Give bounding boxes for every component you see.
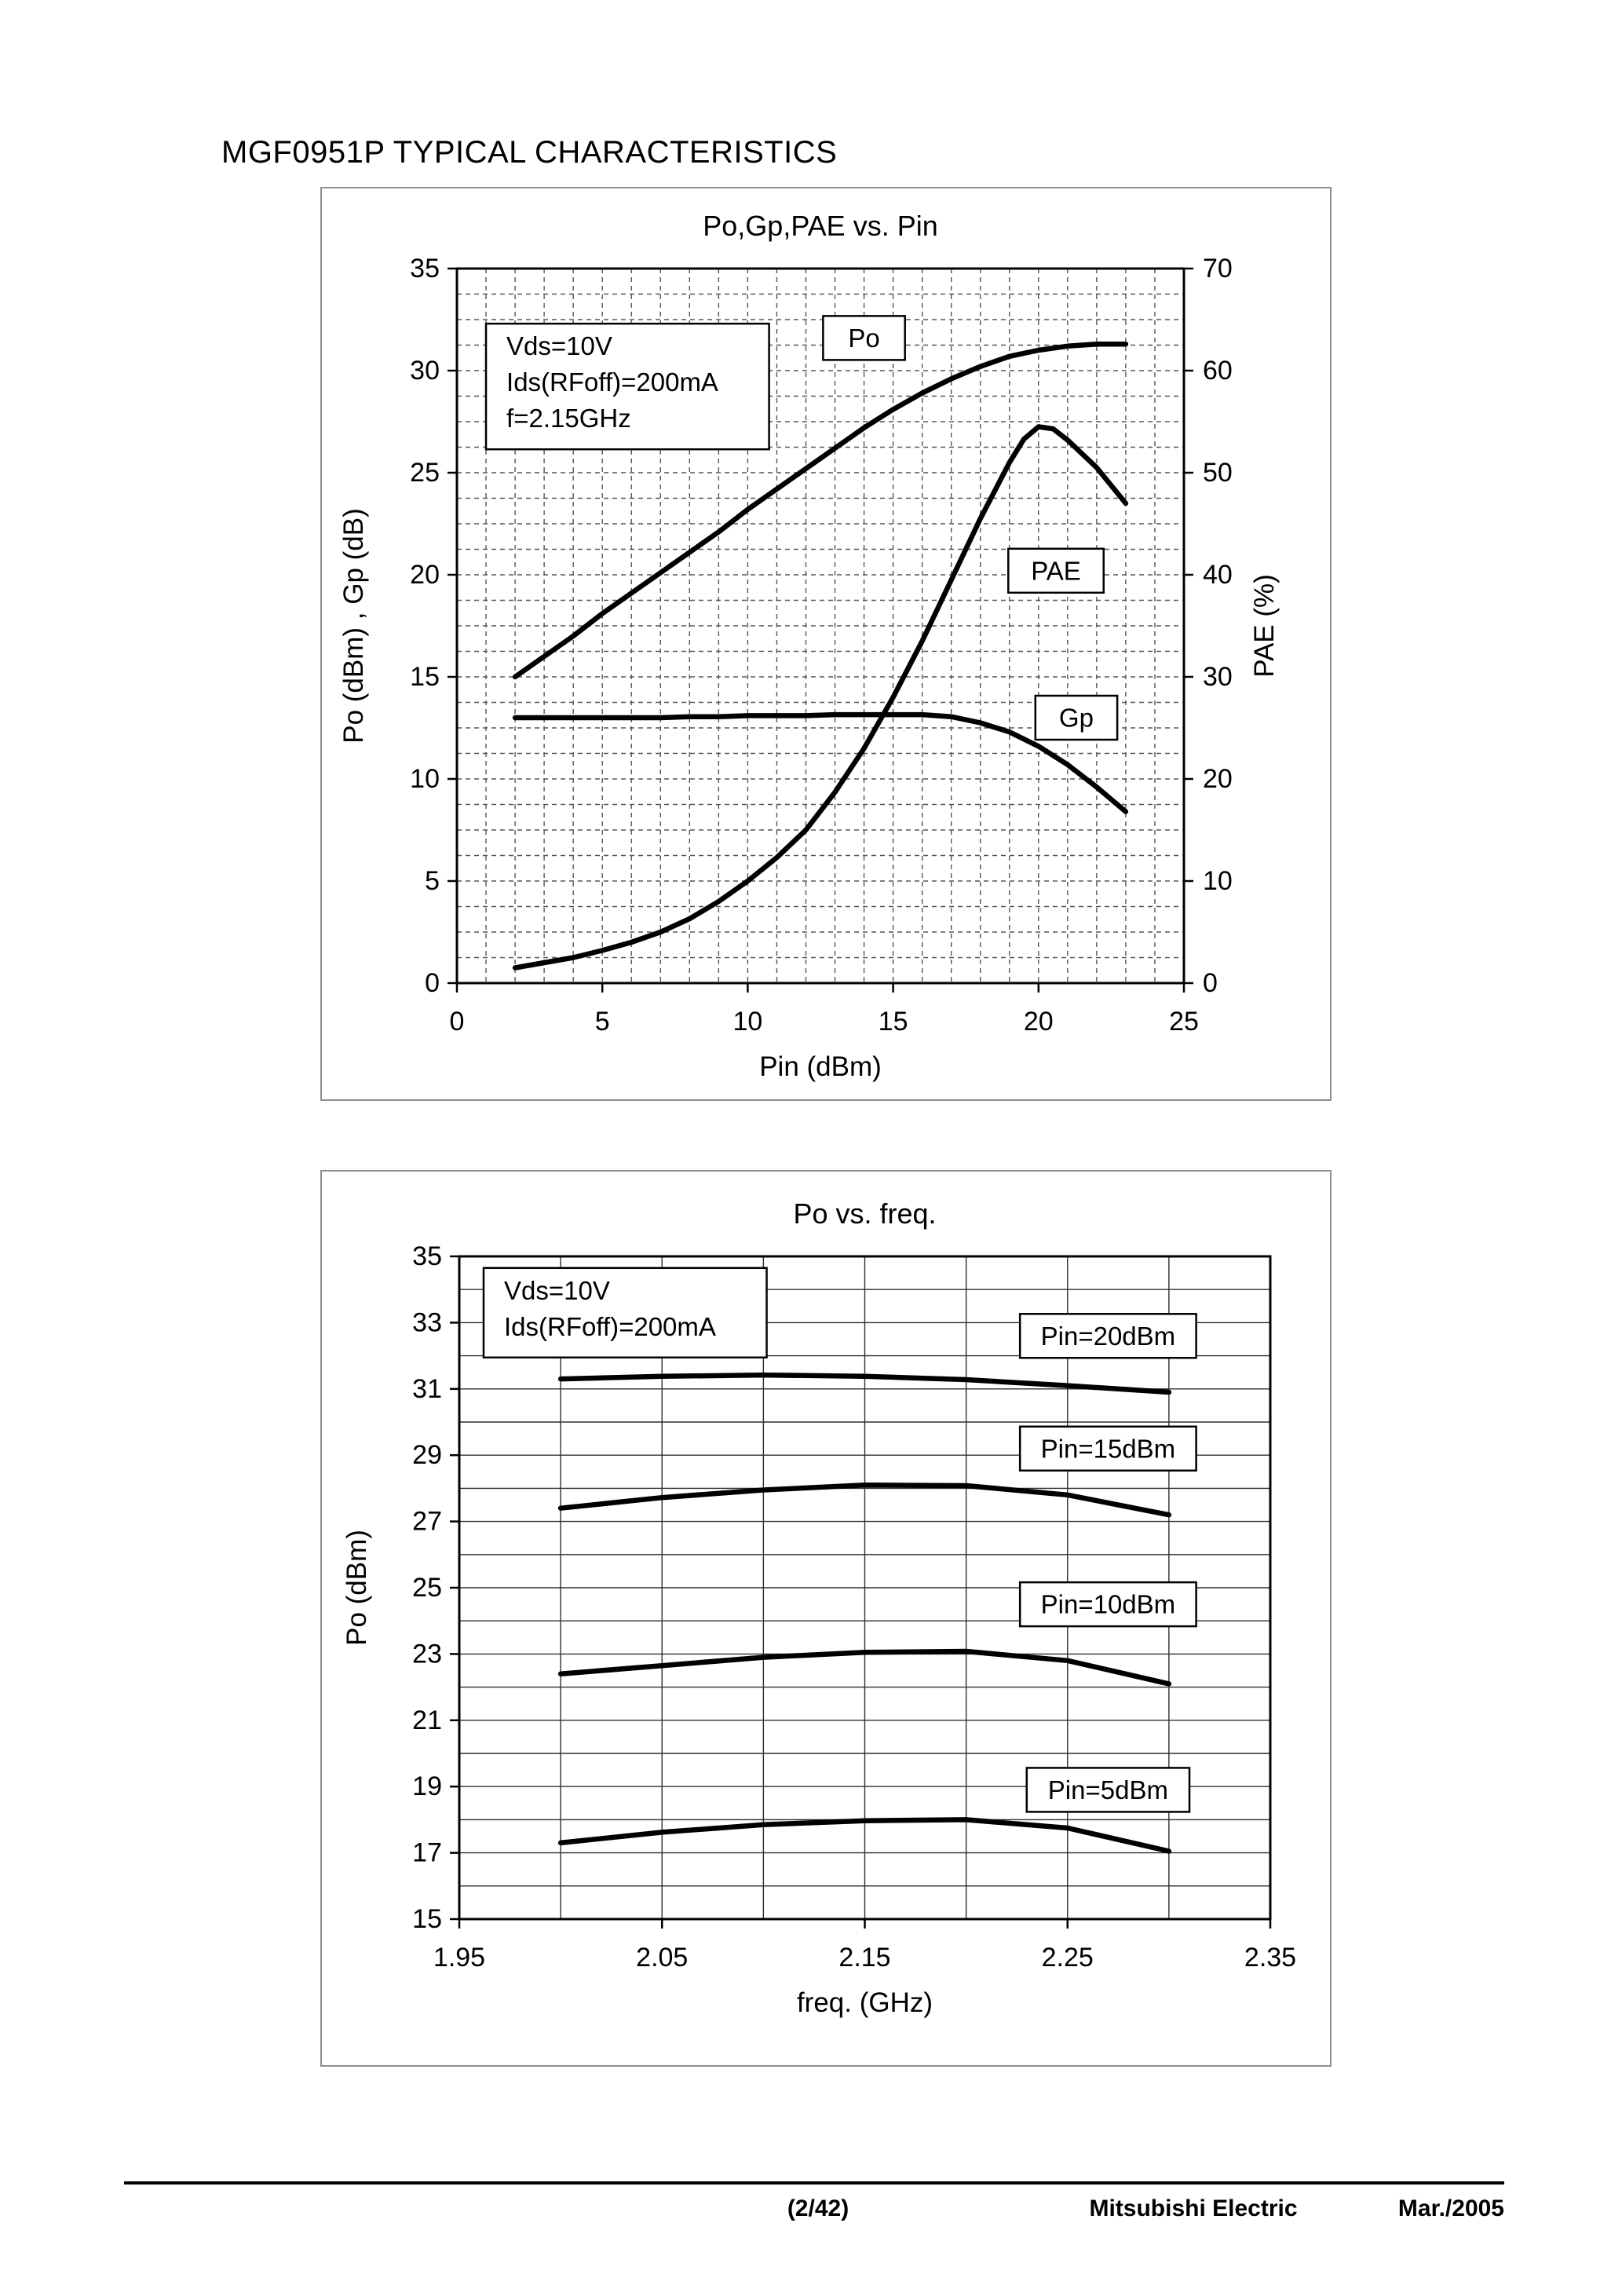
y-tick-label-right: 40	[1203, 560, 1233, 590]
series-label: PAE	[1031, 556, 1081, 585]
y-tick-label: 15	[412, 1904, 442, 1934]
series-curve-Gp	[512, 711, 1129, 814]
y-tick-label: 10	[410, 764, 440, 794]
footer-page-number: (2/42)	[787, 2195, 849, 2221]
x-tick-label: 0	[450, 1007, 465, 1036]
chart-po-gp-pae-vs-pin: 0 5 10 15 20 25 0 5 10 15 20 25 30 35 0 10 20 30 40 50 60 70 P…	[320, 187, 1332, 1101]
series-label: Po	[848, 324, 879, 353]
footer-company: Mitsubishi Electric	[1089, 2195, 1298, 2221]
series-label-box	[1018, 1425, 1197, 1472]
y-tick-label-right: 30	[1203, 662, 1233, 692]
y-axis-title: Po (dBm) , Gp (dB)	[338, 508, 369, 744]
series-curve-Pin=20dBm	[557, 1372, 1172, 1395]
series-label-box	[1018, 1313, 1197, 1359]
y-tick-label: 15	[410, 662, 440, 692]
page-title: MGF0951P TYPICAL CHARACTERISTICS	[221, 135, 838, 170]
y-tick-label-right: 60	[1203, 356, 1233, 386]
y-tick-label: 31	[412, 1374, 442, 1404]
series-label: Pin=20dBm	[1041, 1322, 1176, 1351]
y-tick-label: 35	[412, 1241, 442, 1271]
y-axis-title-right: PAE (%)	[1249, 574, 1280, 678]
x-tick-label: 5	[595, 1007, 610, 1036]
y-tick-label-right: 70	[1203, 254, 1233, 283]
y-tick-label: 20	[410, 560, 440, 590]
y-tick-label-right: 20	[1203, 764, 1233, 794]
series-curve-Pin=15dBm	[557, 1482, 1172, 1518]
y-tick-label-right: 0	[1203, 968, 1218, 998]
chart-po-vs-freq-canvas: 1.95 2.05 2.15 2.25 2.35 15 17 19 21 23 25 27 29 31 33…	[342, 1197, 1296, 2018]
chart-po-gp-pae-vs-pin-canvas: 0 5 10 15 20 2505101520253035010203040506070P…	[338, 210, 1280, 1082]
plot-border	[455, 267, 1185, 985]
x-tick-label: 2.35	[1244, 1943, 1296, 1972]
series-label: Pin=10dBm	[1041, 1590, 1176, 1619]
y-axis-title: Po (dBm)	[342, 1530, 372, 1646]
x-axis-title: Pin (dBm)	[759, 1051, 882, 1082]
x-tick-label: 20	[1024, 1007, 1054, 1036]
y-tick-label: 35	[410, 254, 440, 283]
y-tick-label-right: 50	[1203, 458, 1233, 488]
conditions-text: Vds=10V	[504, 1276, 610, 1305]
chart-po-vs-freq: 1.95 2.05 2.15 2.25 2.35 15 17 19 21 23 25 27 29 31 33…	[320, 1170, 1332, 2067]
chart-title: Po,Gp,PAE vs. Pin	[703, 210, 937, 242]
chart-title: Po vs. freq.	[793, 1197, 936, 1230]
x-tick-label: 2.15	[838, 1943, 890, 1972]
series-label-box	[1018, 1581, 1197, 1628]
series-label: Gp	[1059, 704, 1094, 733]
footer-date: Mar./2005	[1397, 2195, 1504, 2221]
x-tick-label: 1.95	[433, 1943, 485, 1972]
y-tick-label: 0	[425, 968, 440, 998]
y-tick-label: 33	[412, 1307, 442, 1337]
x-tick-label: 2.05	[636, 1943, 688, 1972]
x-tick-label: 10	[732, 1007, 762, 1036]
series-label-box	[1007, 547, 1105, 594]
footer-rule	[124, 2181, 1504, 2184]
y-tick-label: 21	[412, 1706, 442, 1735]
x-axis-title: freq. (GHz)	[797, 1987, 933, 2018]
conditions-text: Ids(RFoff)=200mA	[504, 1312, 716, 1341]
y-tick-label: 29	[412, 1440, 442, 1470]
series-curve-Pin=10dBm	[557, 1648, 1172, 1687]
conditions-text: Ids(RFoff)=200mA	[506, 367, 718, 397]
series-label-box	[1034, 694, 1119, 741]
series-label: Pin=15dBm	[1041, 1434, 1176, 1463]
y-tick-label: 30	[410, 356, 440, 386]
y-tick-label: 25	[410, 458, 440, 488]
series-curve-PAE	[512, 424, 1129, 971]
series-curve-Po	[512, 341, 1129, 680]
x-tick-label: 25	[1169, 1007, 1199, 1036]
y-tick-label: 17	[412, 1838, 442, 1868]
conditions-box	[482, 1267, 768, 1359]
conditions-text: f=2.15GHz	[506, 404, 631, 433]
series-label-box	[822, 315, 906, 361]
y-tick-label: 23	[412, 1639, 442, 1669]
series-label-box	[1025, 1767, 1191, 1813]
y-tick-label: 5	[425, 866, 440, 896]
y-tick-label-right: 10	[1203, 866, 1233, 896]
y-tick-label: 25	[412, 1573, 442, 1603]
conditions-box	[484, 322, 770, 451]
series-label: Pin=5dBm	[1048, 1775, 1168, 1804]
series-curve-Pin=5dBm	[557, 1817, 1172, 1854]
conditions-text: Vds=10V	[506, 331, 612, 360]
y-tick-label: 19	[412, 1771, 442, 1801]
x-tick-label: 15	[879, 1007, 908, 1036]
x-tick-label: 2.25	[1042, 1943, 1094, 1972]
y-tick-label: 27	[412, 1507, 442, 1537]
